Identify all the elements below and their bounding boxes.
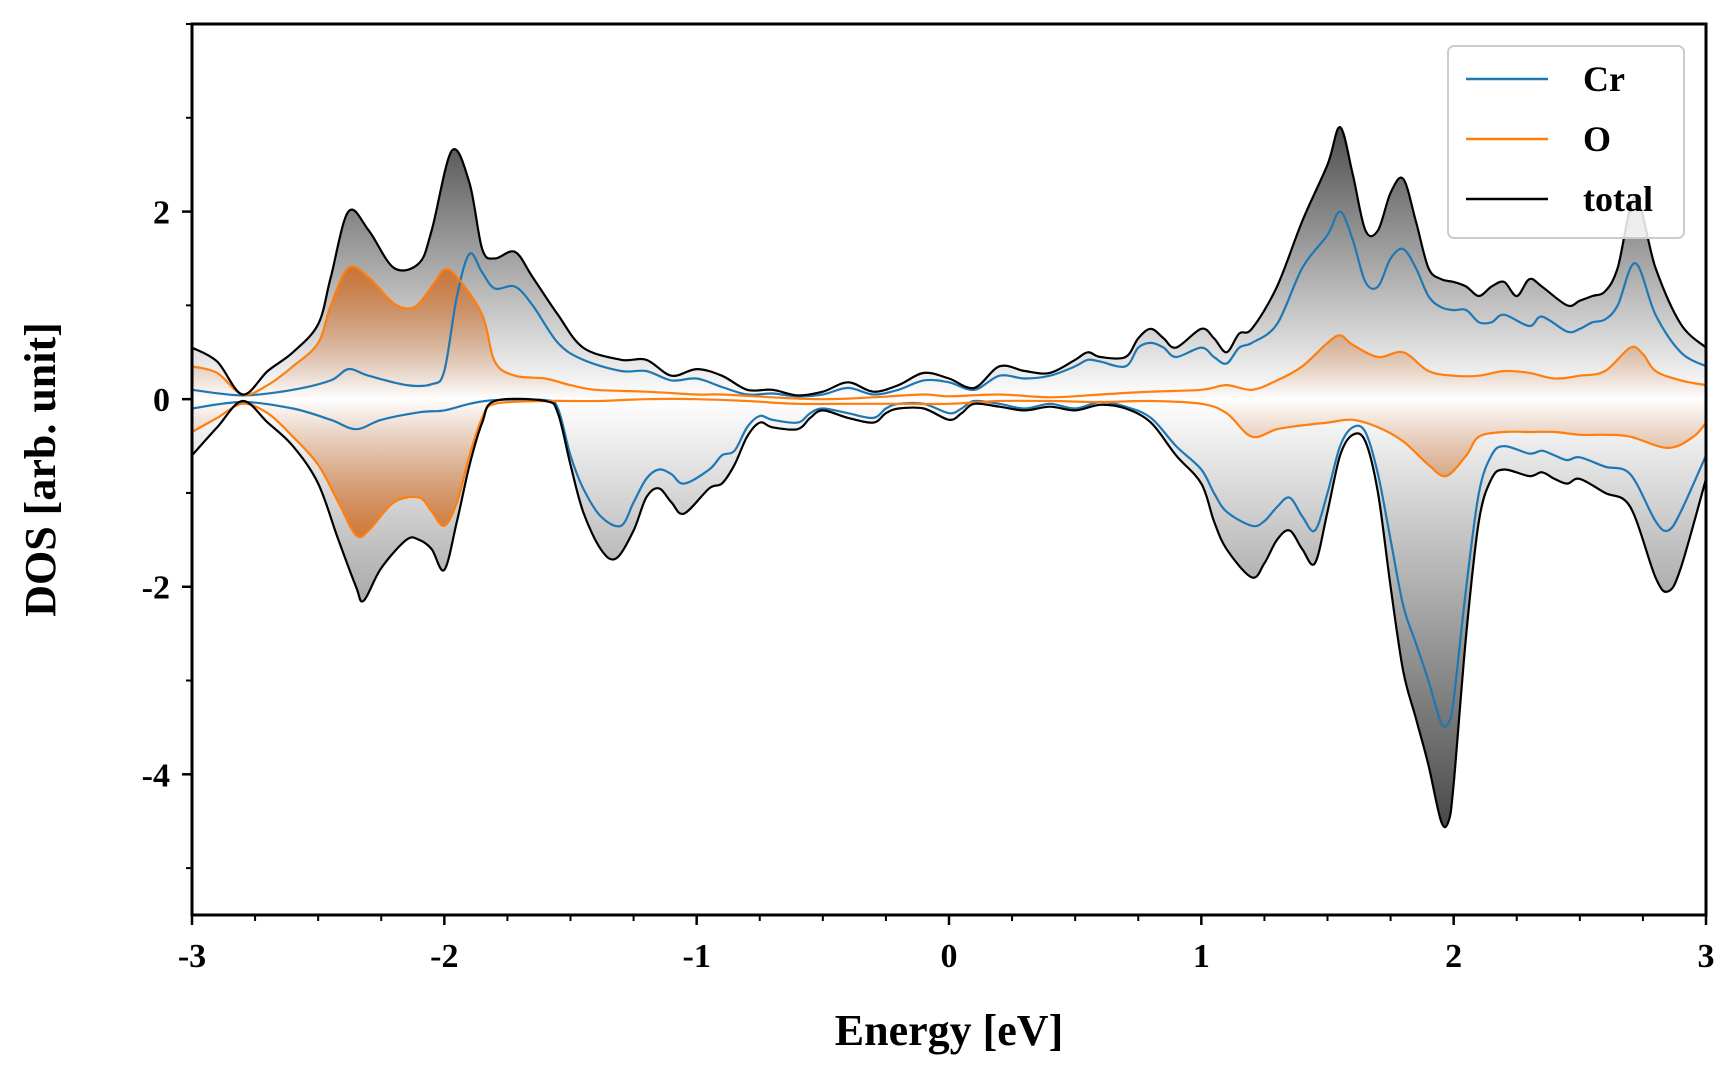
total-up-fill — [192, 127, 1706, 400]
x-tick-label: 2 — [1445, 938, 1462, 975]
series-lines — [191, 126, 1708, 829]
y-axis-label: DOS [arb. unit] — [16, 322, 65, 617]
legend-box — [1447, 45, 1685, 239]
o-up-line — [191, 265, 1707, 401]
y-tick-label: -4 — [142, 757, 170, 794]
legend-label-cr: Cr — [1583, 59, 1625, 99]
x-tick-label: -3 — [178, 938, 206, 975]
x-tick-label: 3 — [1698, 938, 1715, 975]
x-tick-label: 1 — [1193, 938, 1210, 975]
legend-label-total: total — [1583, 179, 1653, 219]
series-fills — [192, 127, 1706, 828]
axis-ticks: -3 -2 -1 0 1 2 3 -4 -2 0 2 — [142, 23, 1715, 975]
y-tick-label: 0 — [153, 382, 170, 419]
y-tick-label: 2 — [153, 195, 170, 232]
y-tick-label: -2 — [142, 570, 170, 607]
x-tick-label: 0 — [941, 938, 958, 975]
o-down-fill — [192, 398, 1706, 538]
x-tick-label: -1 — [683, 938, 711, 975]
x-axis-label: Energy [eV] — [835, 1006, 1064, 1055]
o-up-fill — [192, 266, 1706, 400]
x-tick-label: -2 — [430, 938, 458, 975]
total-up-line — [191, 126, 1707, 397]
total-down-fill — [192, 398, 1706, 828]
cr-up-line — [191, 210, 1707, 398]
cr-down-line — [191, 398, 1708, 728]
legend-label-o: O — [1583, 119, 1611, 159]
o-down-line — [191, 397, 1707, 539]
total-down-line — [191, 397, 1708, 829]
